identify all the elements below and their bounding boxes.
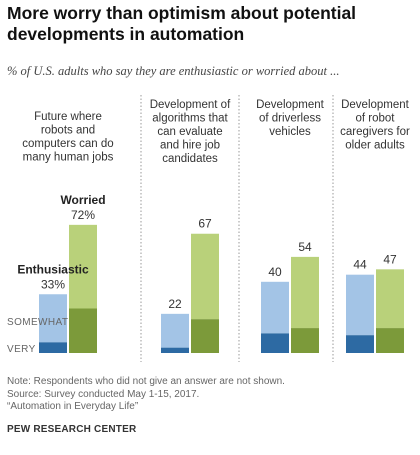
value-label: 72% [71,208,95,222]
category-label: algorithms that [152,113,228,125]
bar-very-worried [291,328,319,353]
value-label: 33% [41,277,65,291]
category-label: of driverless [259,113,321,125]
notes: Note: Respondents who did not give an an… [7,376,412,414]
category-label: Development of [150,99,231,111]
bar-somewhat-worried [291,256,319,329]
source-line: Source: Survey conducted May 1-15, 2017. [7,388,200,400]
bar-somewhat-worried [376,269,404,329]
bar-very-worried [69,308,97,353]
value-label: 47 [383,252,397,266]
category-label: Development [256,99,325,111]
bar-somewhat-enthusiastic [261,281,289,334]
category-label: robots and [41,125,95,137]
segment-label-somewhat: SOMEWHAT [7,317,68,328]
category-label: computers can do [22,138,113,150]
chart-title: More worry than optimism about potential… [7,3,357,44]
segment-label-very: VERY [7,344,36,355]
category-label: of robot [356,113,396,125]
value-label: 67 [198,217,212,231]
bar-somewhat-worried [69,224,97,309]
value-label: 54 [298,240,312,254]
bar-very-worried [376,328,404,353]
series-label-worried: Worried [60,193,105,207]
bar-somewhat-worried [191,233,219,320]
value-label: 22 [168,297,182,311]
category-label: older adults [345,140,405,152]
source-organization: PEW RESEARCH CENTER [7,424,137,435]
note-line: Note: Respondents who did not give an an… [7,376,285,387]
category-label: and hire job [160,140,220,152]
category-label: Future where [34,111,102,123]
bar-very-enthusiastic [161,347,189,353]
value-label: 44 [353,258,367,272]
report-title-line: “Automation in Everyday Life” [7,401,139,412]
category-label: caregivers for [340,126,410,138]
bar-somewhat-enthusiastic [346,274,374,336]
bar-somewhat-enthusiastic [39,294,67,343]
category-label: vehicles [269,126,311,138]
category-label: can evaluate [157,126,222,138]
value-label: 40 [268,265,282,279]
series-label-enthusiastic: Enthusiastic [17,262,89,276]
bar-very-enthusiastic [346,335,374,353]
category-label: many human jobs [23,152,114,164]
bar-very-worried [191,319,219,353]
bar-very-enthusiastic [39,342,67,353]
bar-very-enthusiastic [261,333,289,353]
category-label: candidates [162,153,218,165]
bar-somewhat-enthusiastic [161,313,189,348]
chart-subtitle: % of U.S. adults who say they are enthus… [7,64,340,78]
category-label: Development [341,99,410,111]
